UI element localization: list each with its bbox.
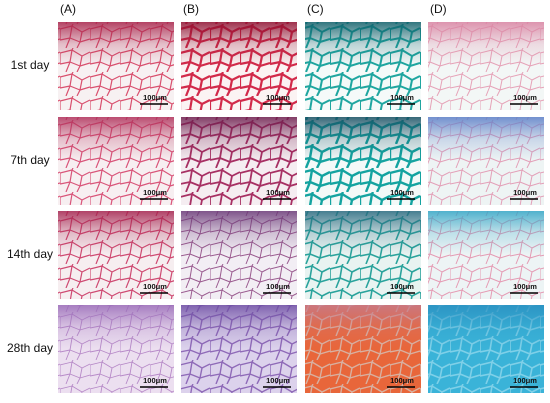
surface-band — [305, 211, 421, 299]
micrograph: 100μm — [428, 117, 544, 205]
surface-band — [428, 211, 544, 299]
scale-bar-label: 100μm — [390, 93, 414, 102]
surface-band — [305, 117, 421, 205]
surface-band — [305, 22, 421, 110]
micrograph: 100μm — [305, 305, 421, 393]
row-label: 14th day — [7, 247, 53, 261]
scale-bar-label: 100μm — [266, 282, 290, 291]
row-label: 1st day — [11, 58, 50, 72]
column-label: (C) — [307, 2, 324, 16]
micrograph: 100μm — [58, 117, 174, 205]
column-label: (B) — [183, 2, 199, 16]
surface-band — [428, 22, 544, 110]
surface-band — [58, 117, 174, 205]
column-label: (D) — [430, 2, 447, 16]
micrograph: 100μm — [58, 22, 174, 110]
micrograph: 100μm — [58, 305, 174, 393]
surface-band — [428, 117, 544, 205]
micrograph: 100μm — [181, 211, 297, 299]
surface-band — [58, 305, 174, 393]
scale-bar-label: 100μm — [513, 188, 537, 197]
scale-bar-label: 100μm — [143, 93, 167, 102]
row-label: 7th day — [10, 153, 49, 167]
scale-bar-label: 100μm — [143, 376, 167, 385]
scale-bar-label: 100μm — [266, 376, 290, 385]
micrograph: 100μm — [181, 22, 297, 110]
scale-bar-label: 100μm — [266, 188, 290, 197]
scale-bar-label: 100μm — [513, 376, 537, 385]
scale-bar-label: 100μm — [513, 282, 537, 291]
micrograph: 100μm — [305, 22, 421, 110]
surface-band — [58, 22, 174, 110]
micrograph: 100μm — [58, 211, 174, 299]
row-label: 28th day — [7, 341, 53, 355]
surface-band — [181, 211, 297, 299]
column-label: (A) — [60, 2, 76, 16]
micrograph: 100μm — [428, 22, 544, 110]
micrograph: 100μm — [428, 305, 544, 393]
surface-band — [181, 305, 297, 393]
scale-bar-label: 100μm — [266, 93, 290, 102]
micrograph: 100μm — [305, 211, 421, 299]
scale-bar-label: 100μm — [390, 376, 414, 385]
scale-bar-label: 100μm — [143, 282, 167, 291]
surface-band — [181, 22, 297, 110]
micrograph: 100μm — [181, 305, 297, 393]
scale-bar-label: 100μm — [513, 93, 537, 102]
surface-band — [181, 117, 297, 205]
scale-bar-label: 100μm — [390, 188, 414, 197]
scale-bar-label: 100μm — [390, 282, 414, 291]
surface-band — [428, 305, 544, 393]
scale-bar-label: 100μm — [143, 188, 167, 197]
surface-band — [58, 211, 174, 299]
surface-band — [305, 305, 421, 393]
micrograph: 100μm — [428, 211, 544, 299]
micrograph: 100μm — [305, 117, 421, 205]
micrograph: 100μm — [181, 117, 297, 205]
